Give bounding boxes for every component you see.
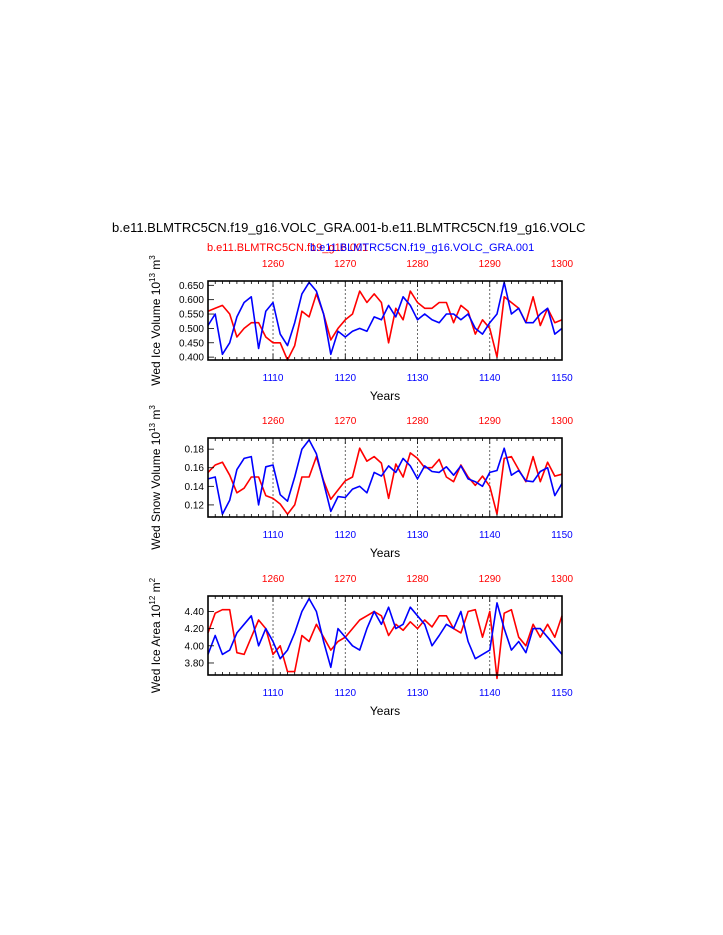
series-line-blue: [207, 597, 563, 669]
main-title: b.e11.BLMTRC5CN.f19_g16.VOLC_GRA.001-b.e…: [112, 220, 586, 235]
x-axis-title: Years: [370, 389, 400, 403]
x-tick-label-bottom: 1110: [263, 688, 284, 699]
x-tick-label-bottom: 1120: [335, 688, 357, 699]
series-line-red: [207, 447, 563, 516]
y-tick-label: 0.450: [179, 338, 204, 349]
x-tick-label-bottom: 1150: [551, 373, 573, 384]
x-tick-label-bottom: 1130: [407, 688, 429, 699]
plot-frame: [207, 437, 563, 518]
x-tick-label-top: 1260: [262, 259, 285, 270]
x-tick-label-bottom: 1140: [479, 530, 501, 541]
y-axis-title: Wed Ice Area 1012 m2: [148, 577, 163, 693]
x-tick-label-top: 1280: [406, 574, 429, 585]
y-tick-label: 0.18: [185, 445, 205, 456]
y-axis-title: Wed Snow Volume 1013 m3: [148, 405, 163, 550]
series-line-blue: [207, 281, 563, 356]
case-label-red: b.e11.BLMTRC5CN.f19_g16.001: [207, 242, 368, 254]
plot-frame: [207, 280, 563, 361]
x-tick-label-top: 1290: [479, 574, 502, 585]
x-axis-title: Years: [370, 546, 400, 560]
x-tick-label-bottom: 1130: [407, 373, 429, 384]
panel-2: 1110 1120 1130 1140 1150 1260 1270 1280 1290 1300…: [148, 405, 574, 560]
y-tick-label: 0.650: [179, 281, 204, 292]
x-tick-label-top: 1300: [551, 259, 574, 270]
case-label-blue: b.e11.BLMTRC5CN.f19_g16.VOLC_GRA.001: [310, 242, 534, 254]
x-tick-label-top: 1300: [551, 416, 574, 427]
x-tick-label-bottom: 1130: [407, 530, 429, 541]
panel-1: 1110 1120 1130 1140 1150 1260 1270 1280 1290 1300…: [148, 255, 574, 403]
x-tick-label-top: 1270: [334, 259, 357, 270]
x-tick-label-top: 1290: [479, 259, 502, 270]
x-tick-label-top: 1260: [262, 416, 285, 427]
y-tick-label: 0.12: [185, 500, 205, 511]
x-tick-label-top: 1270: [334, 416, 357, 427]
y-tick-label: 0.16: [185, 463, 205, 474]
plot-frame: [207, 595, 563, 676]
x-tick-label-top: 1270: [334, 574, 357, 585]
y-axis-title: Wed Ice Volume 1013 m3: [148, 255, 163, 386]
x-tick-label-bottom: 1140: [479, 688, 501, 699]
x-tick-label-bottom: 1150: [551, 530, 573, 541]
y-tick-label: 0.400: [179, 353, 204, 364]
series-line-blue: [207, 439, 563, 516]
x-tick-label-top: 1300: [551, 574, 574, 585]
x-tick-label-top: 1290: [479, 416, 502, 427]
x-tick-label-top: 1280: [406, 259, 429, 270]
panel-3: 1110 1120 1130 1140 1150 1260 1270 1280 1290 1300…: [148, 574, 574, 718]
x-tick-label-bottom: 1150: [551, 688, 573, 699]
x-axis-title: Years: [370, 704, 400, 718]
panels: 1110 1120 1130 1140 1150 1260 1270 1280 1290 1300…: [148, 255, 574, 718]
x-tick-label-bottom: 1120: [335, 530, 357, 541]
x-tick-label-bottom: 1120: [335, 373, 357, 384]
x-tick-label-top: 1260: [262, 574, 285, 585]
y-tick-label: 4.00: [185, 641, 205, 652]
x-tick-label-top: 1280: [406, 416, 429, 427]
x-tick-label-bottom: 1110: [263, 373, 284, 384]
y-tick-label: 4.20: [185, 624, 205, 635]
y-tick-label: 0.500: [179, 324, 204, 335]
x-tick-label-bottom: 1140: [479, 373, 501, 384]
y-tick-label: 3.80: [185, 658, 205, 669]
y-tick-label: 4.40: [185, 607, 205, 618]
x-tick-label-bottom: 1110: [263, 530, 284, 541]
series-line-red: [207, 290, 563, 361]
y-tick-label: 0.550: [179, 310, 204, 321]
y-tick-label: 0.600: [179, 295, 204, 306]
y-tick-label: 0.14: [185, 482, 205, 493]
